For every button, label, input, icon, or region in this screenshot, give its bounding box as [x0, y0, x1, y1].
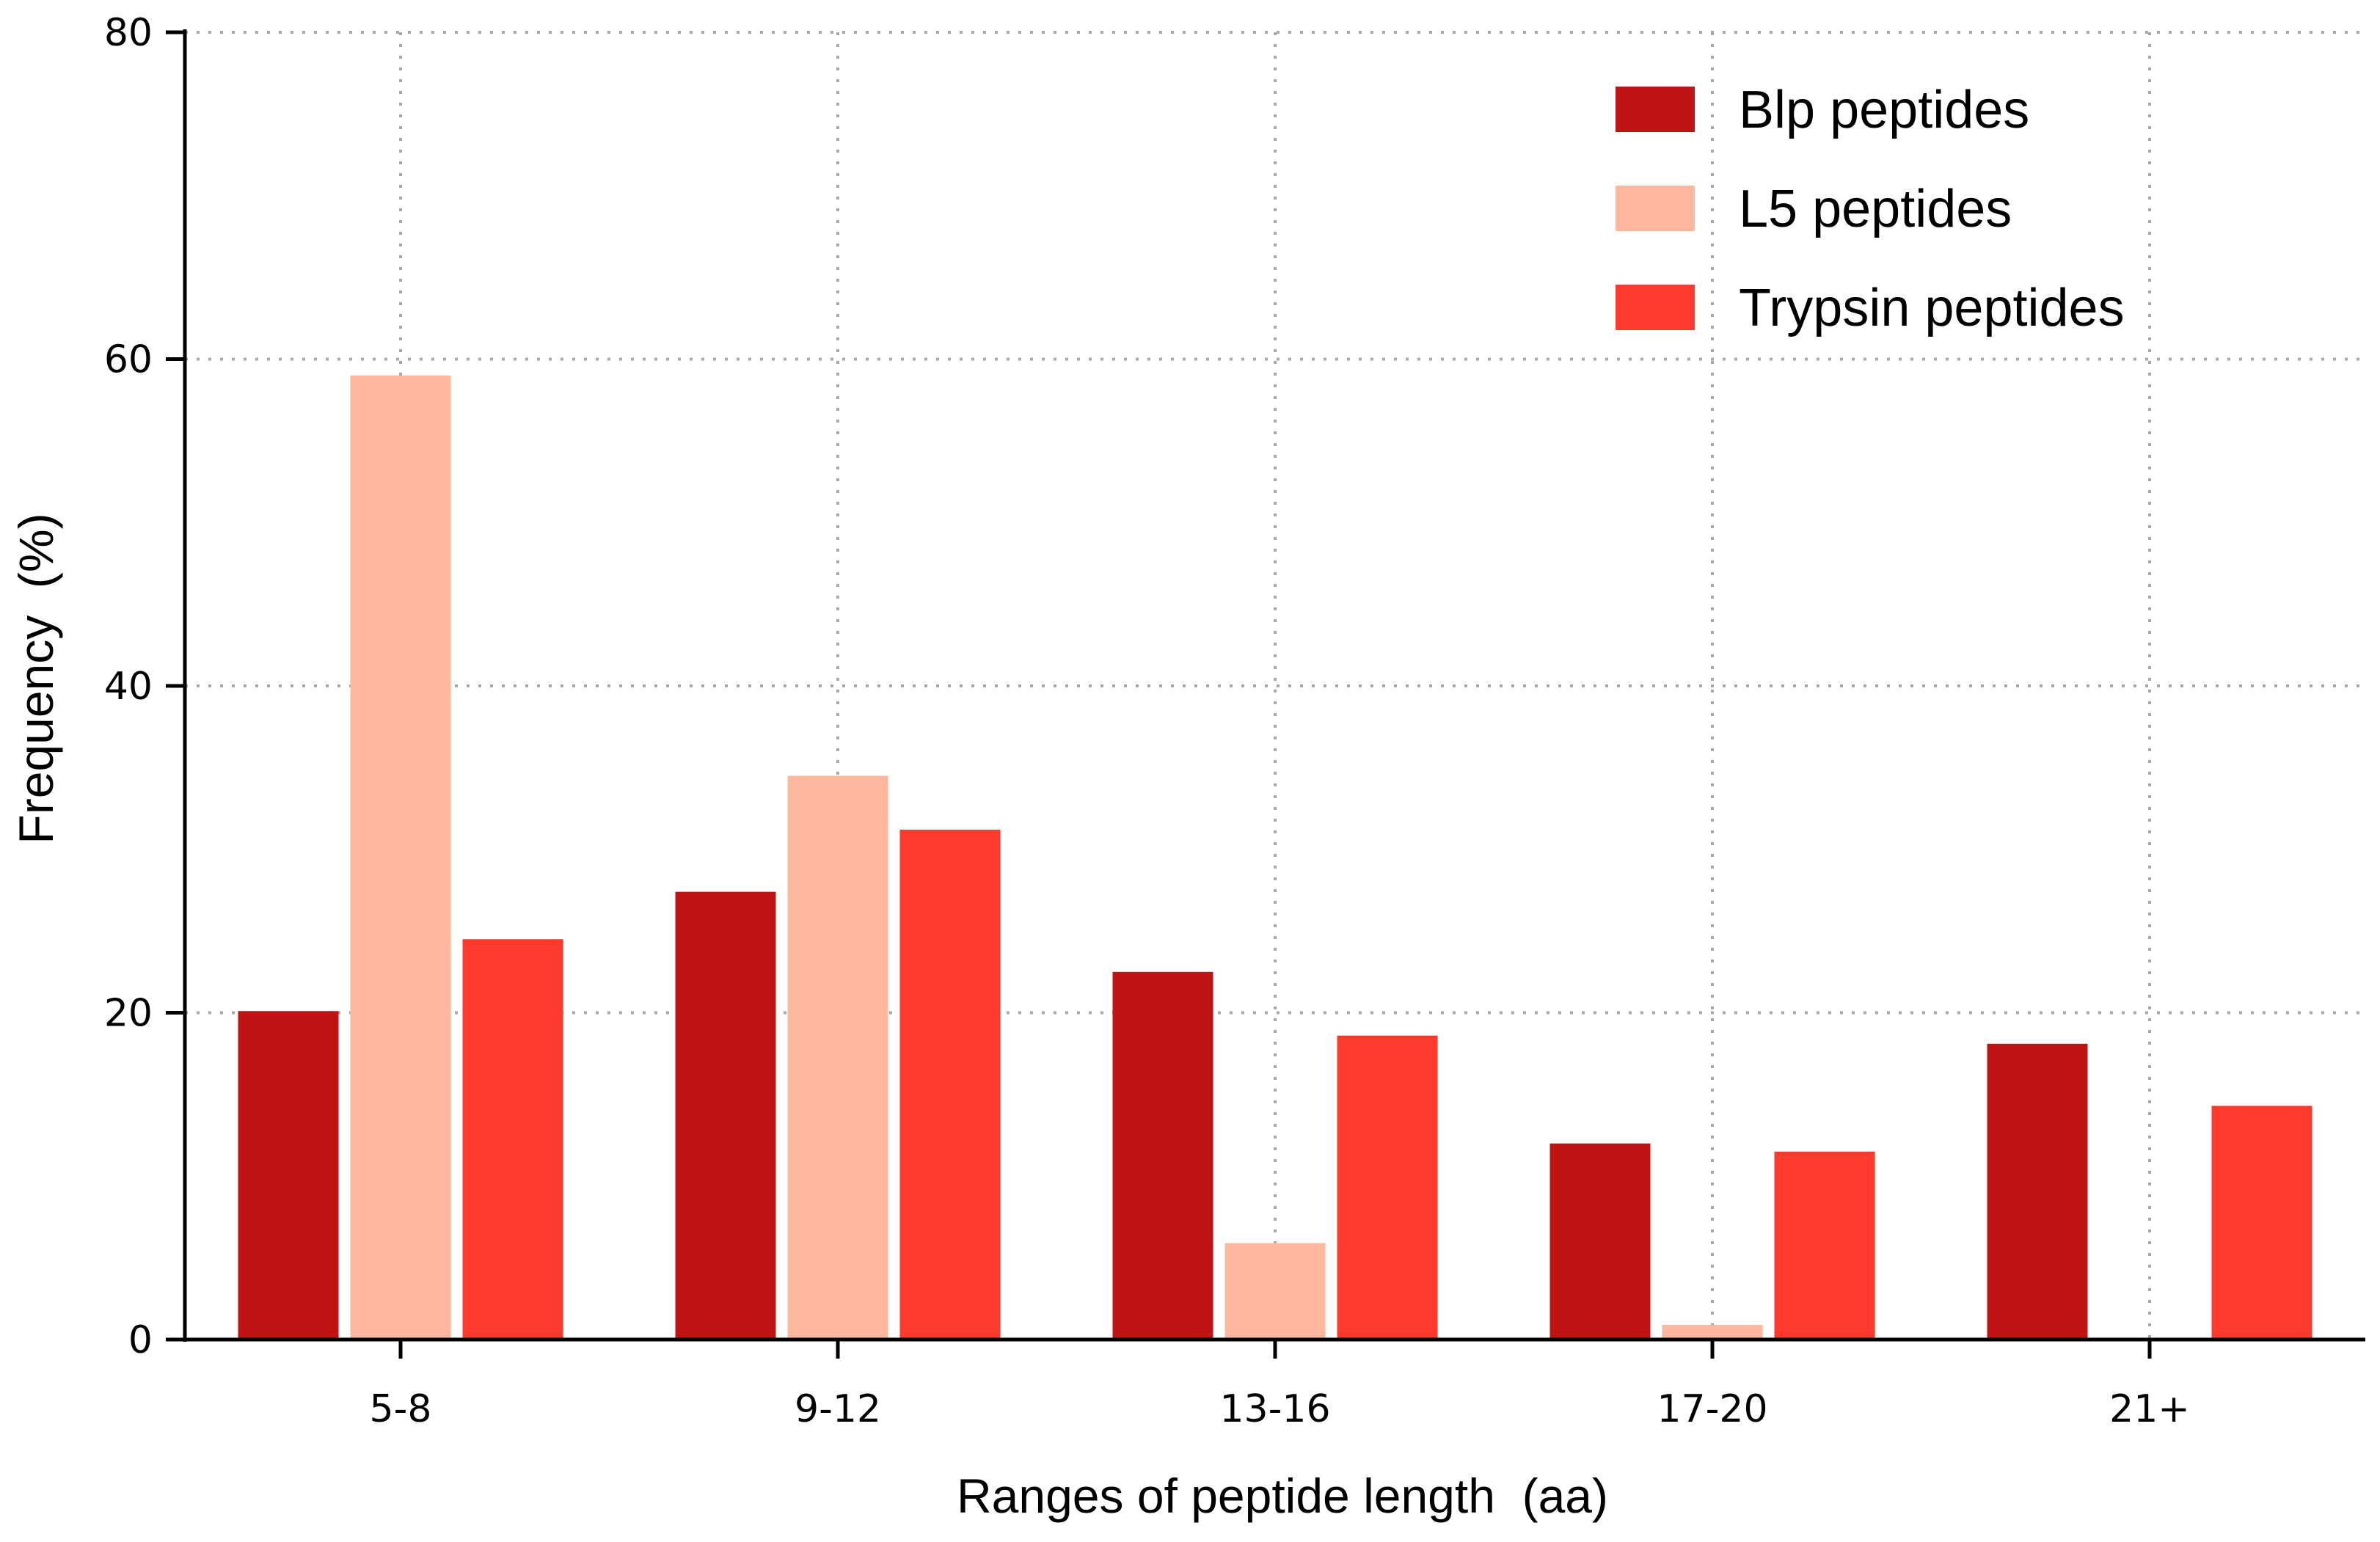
bar-l5-peptides-5-8: [350, 375, 451, 1340]
x-tick-label: 5-8: [370, 1387, 432, 1431]
bars: [238, 375, 2313, 1340]
y-axis-title: Frequency (%): [9, 513, 63, 844]
axes: [166, 29, 2365, 1359]
legend-swatch-l5-peptides: [1616, 186, 1695, 231]
legend-swatch-blp-peptides: [1616, 87, 1695, 132]
bar-blp-peptides-5-8: [238, 1011, 339, 1340]
bar-blp-peptides-21+: [1987, 1043, 2088, 1340]
bar-trypsin-peptides-17-20: [1774, 1151, 1875, 1340]
x-tick-label: 17-20: [1657, 1387, 1767, 1431]
x-tick-label: 13-16: [1219, 1387, 1330, 1431]
bar-trypsin-peptides-9-12: [899, 830, 1001, 1340]
x-axis-title: Ranges of peptide length (aa): [957, 1469, 1608, 1523]
bar-trypsin-peptides-13-16: [1337, 1035, 1438, 1340]
bar-l5-peptides-17-20: [1662, 1324, 1763, 1340]
bar-trypsin-peptides-21+: [2211, 1106, 2313, 1340]
bar-l5-peptides-13-16: [1224, 1243, 1326, 1340]
bar-l5-peptides-9-12: [787, 775, 888, 1340]
bar-blp-peptides-13-16: [1112, 971, 1213, 1340]
legend-label: Blp peptides: [1739, 81, 2029, 139]
y-tick-label: 60: [104, 338, 153, 382]
y-tick-label: 0: [128, 1318, 153, 1362]
y-tick-label: 40: [104, 665, 153, 709]
tick-labels: 0 20 40 60 80 5-8 9-12 13-16 17-20 21+: [104, 11, 2190, 1431]
bar-trypsin-peptides-5-8: [462, 939, 563, 1340]
x-tick-label: 21+: [2109, 1387, 2190, 1431]
y-tick-label: 20: [104, 992, 153, 1036]
legend-swatch-trypsin-peptides: [1616, 285, 1695, 330]
legend-label: L5 peptides: [1739, 180, 2012, 238]
y-tick-label: 80: [104, 11, 153, 55]
legend-label: Trypsin peptides: [1739, 279, 2125, 337]
x-tick-label: 9-12: [795, 1387, 881, 1431]
bar-blp-peptides-17-20: [1549, 1143, 1651, 1340]
bar-blp-peptides-9-12: [675, 891, 776, 1340]
legend: Blp peptides L5 peptides Trypsin peptides: [1616, 81, 2125, 337]
